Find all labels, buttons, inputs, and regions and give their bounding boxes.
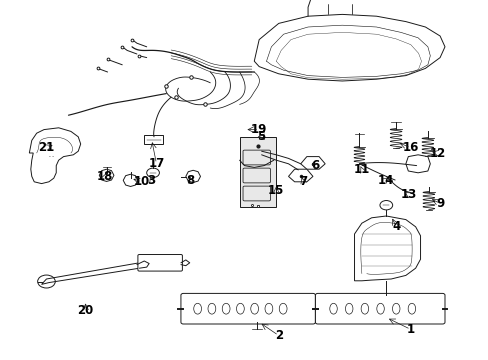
Text: 15: 15 (267, 184, 284, 197)
Text: 17: 17 (148, 157, 164, 170)
Text: - -: - - (49, 154, 54, 159)
Polygon shape (99, 169, 114, 181)
Polygon shape (300, 157, 325, 169)
Text: 12: 12 (428, 147, 445, 159)
Text: 14: 14 (377, 174, 394, 186)
Text: 5: 5 (257, 130, 265, 143)
Polygon shape (354, 216, 420, 281)
Text: 6: 6 (311, 159, 319, 172)
Polygon shape (123, 174, 138, 186)
FancyBboxPatch shape (181, 293, 315, 324)
Text: 2: 2 (274, 329, 282, 342)
Polygon shape (29, 128, 81, 184)
Text: 18: 18 (97, 170, 113, 183)
Text: 13: 13 (399, 188, 416, 201)
Text: 9: 9 (435, 197, 443, 210)
FancyBboxPatch shape (315, 293, 444, 324)
Text: 10: 10 (133, 175, 150, 188)
Polygon shape (41, 263, 144, 284)
Text: 4: 4 (391, 220, 399, 233)
Bar (144, 135, 163, 144)
Text: 1: 1 (406, 323, 414, 336)
Polygon shape (405, 155, 429, 173)
Bar (239, 137, 276, 207)
Polygon shape (288, 169, 312, 182)
Polygon shape (254, 14, 444, 81)
Text: 20: 20 (77, 304, 94, 317)
Text: 21: 21 (38, 141, 55, 154)
Polygon shape (185, 170, 200, 183)
Text: 3: 3 (147, 174, 155, 186)
Text: 11: 11 (353, 163, 369, 176)
Text: 19: 19 (250, 123, 267, 136)
Text: 16: 16 (402, 141, 418, 154)
FancyBboxPatch shape (138, 255, 182, 271)
Text: 7: 7 (299, 175, 306, 188)
Text: 8: 8 (186, 174, 194, 187)
